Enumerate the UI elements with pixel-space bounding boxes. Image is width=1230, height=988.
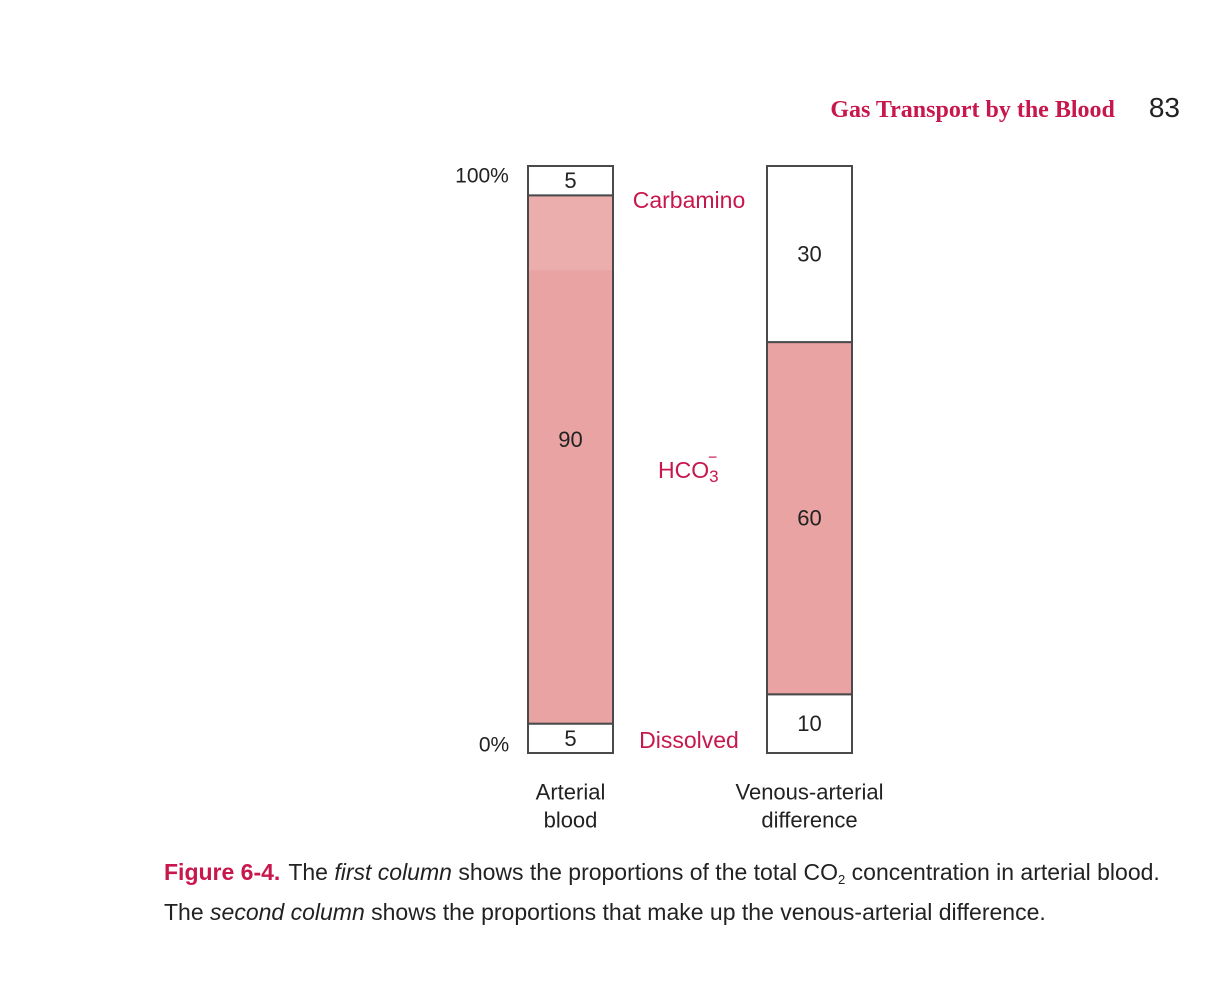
data-label-dissolved-arterial: 5 [564,726,576,751]
caption-subscript: 2 [838,872,846,887]
y-tick-100: 100% [455,165,509,188]
data-label-bicarbonate-arterial: 90 [558,427,582,452]
category-label-venous-arterial-line-1: Venous-arterial [736,780,884,805]
data-label-dissolved-venous-arterial: 10 [797,711,821,736]
category-label-arterial-line-2: blood [544,808,598,833]
caption-italic-1: first column [334,859,452,885]
bar-segment-highlight [529,196,612,271]
bar-segment-dissolved-venous-arterial [766,693,853,754]
data-label-bicarbonate-venous-arterial: 60 [797,506,821,531]
caption-italic-2: second column [210,899,365,925]
caption-text-3: concentration in arterial blood. The [164,859,1160,925]
caption-text-1: The [288,859,335,885]
bar-segment-bicarbonate-arterial [527,194,614,725]
series-label-bicarbonate: HCO3 [658,457,719,486]
section-title: Gas Transport by the Blood [830,97,1115,123]
category-label-arterial-line-1: Arterial [536,780,606,805]
category-label-venous-arterial-line-2: difference [761,808,857,833]
caption-text-4: shows the proportions that make up the v… [364,899,1046,925]
caption-text-2: shows the proportions of the total CO [451,859,839,885]
co2-transport-chart: 5 90 5 Arterial blood 10 60 30 Venous-arterial di… [455,165,884,833]
data-label-carbamino-arterial: 5 [564,168,576,193]
bar-segment-carbamino-venous-arterial [766,165,853,344]
figure-caption: Figure 6-4. The first column shows the pr… [164,856,1204,928]
series-label-dissolved: Dissolved [639,727,739,753]
page-number: 83 [1148,92,1180,123]
y-tick-0: 0% [479,734,509,757]
running-header: Gas Transport by the Blood 83 [830,92,1180,124]
data-label-carbamino-venous-arterial: 30 [797,242,821,267]
bar-segment-carbamino-arterial [527,165,614,197]
series-label-bicarbonate-charge: − [708,450,717,467]
series-label-carbamino: Carbamino [633,187,746,213]
figure-label: Figure 6-4. [164,859,281,885]
